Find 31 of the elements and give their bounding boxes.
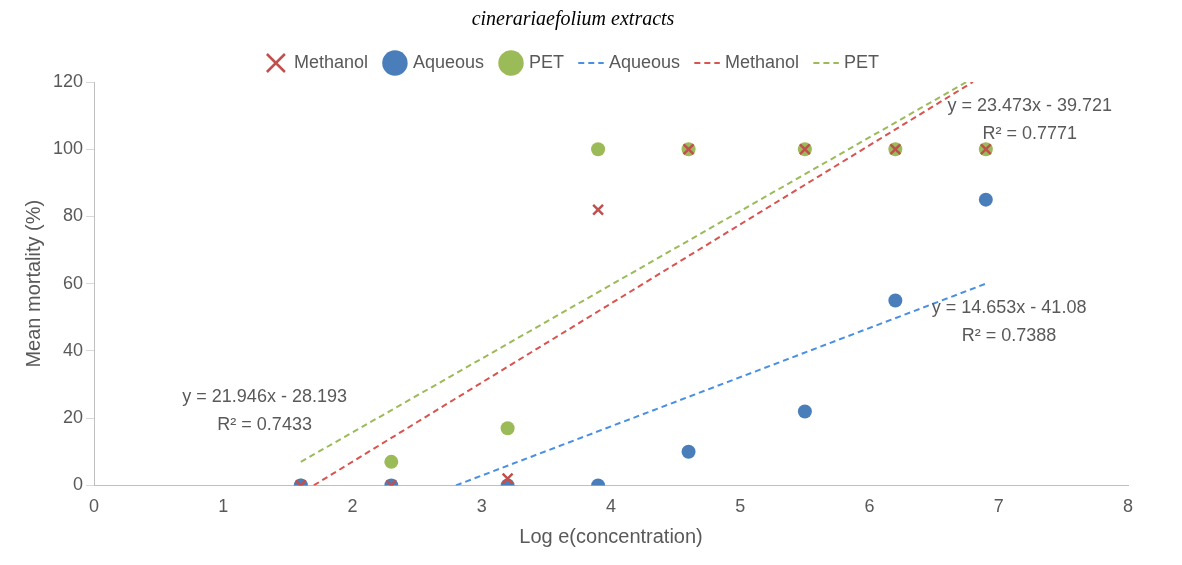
x-tick-label: 4 bbox=[606, 496, 617, 517]
y-axis-title: Mean mortality (%) bbox=[21, 199, 44, 368]
y-tick-label: 20 bbox=[63, 407, 84, 428]
legend-label: PET bbox=[844, 51, 880, 72]
annotation: y = 21.946x - 28.193 bbox=[182, 385, 347, 406]
x-tick-label: 2 bbox=[347, 496, 358, 517]
y-tick-label: 0 bbox=[73, 474, 84, 495]
x-tick-label: 6 bbox=[864, 496, 875, 517]
annotation: y = 23.473x - 39.721 bbox=[947, 95, 1113, 116]
x-tick-label: 1 bbox=[218, 496, 229, 517]
legend-label: Methanol bbox=[725, 51, 800, 72]
y-tick-label: 60 bbox=[63, 272, 84, 293]
chart-title: cinerariaefolium extracts bbox=[471, 7, 675, 31]
annotation: R² = 0.7388 bbox=[961, 325, 1057, 346]
y-tick-label: 120 bbox=[52, 70, 84, 91]
annotation: y = 14.653x - 41.08 bbox=[931, 296, 1087, 317]
y-tick-label: 40 bbox=[63, 339, 84, 360]
y-tick-label: 80 bbox=[63, 205, 84, 226]
annotation: R² = 0.7771 bbox=[982, 123, 1078, 144]
legend-label: Aqueous bbox=[412, 51, 484, 72]
legend-label: Aqueous bbox=[609, 51, 681, 72]
y-tick-label: 100 bbox=[52, 138, 84, 159]
annotation: R² = 0.7433 bbox=[217, 413, 312, 434]
x-tick-label: 5 bbox=[735, 496, 746, 517]
legend-label: PET bbox=[528, 51, 565, 72]
legend-label: Methanol bbox=[293, 51, 368, 72]
x-tick-label: 8 bbox=[1122, 496, 1134, 517]
x-axis-title: Log e(concentration) bbox=[519, 524, 703, 547]
x-tick-label: 3 bbox=[476, 496, 487, 517]
x-tick-label: 0 bbox=[89, 496, 100, 517]
x-tick-label: 7 bbox=[993, 496, 1004, 517]
